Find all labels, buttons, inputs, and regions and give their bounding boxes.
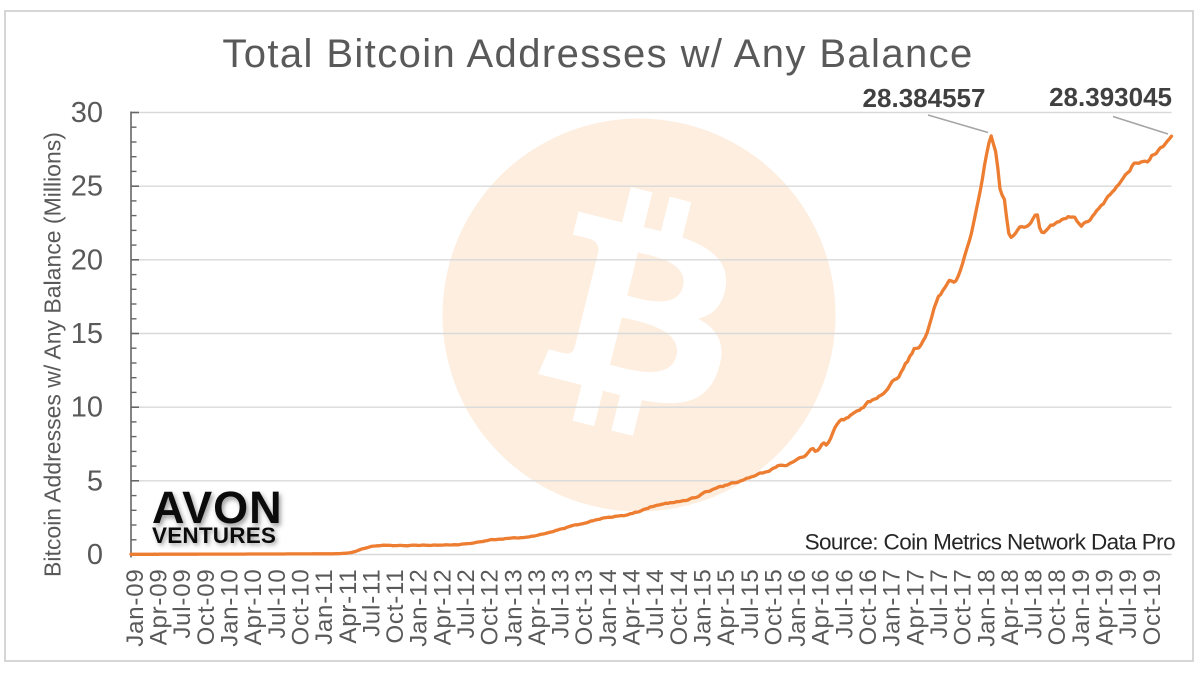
svg-text:Jan-15: Jan-15 [690, 569, 717, 647]
svg-text:Total Bitcoin Addresses w/ Any: Total Bitcoin Addresses w/ Any Balance [222, 32, 973, 76]
svg-text:Apr-18: Apr-18 [997, 569, 1024, 646]
svg-text:Jan-17: Jan-17 [879, 569, 906, 647]
svg-text:10: 10 [71, 392, 103, 424]
svg-text:Jul-17: Jul-17 [926, 569, 953, 639]
svg-text:Apr-17: Apr-17 [902, 569, 929, 646]
svg-text:Jul-10: Jul-10 [264, 569, 291, 639]
svg-text:20: 20 [71, 244, 103, 276]
svg-text:Oct-09: Oct-09 [193, 569, 220, 646]
svg-text:25: 25 [71, 171, 103, 203]
svg-text:0: 0 [87, 539, 103, 571]
svg-text:Oct-14: Oct-14 [666, 569, 693, 646]
svg-text:Apr-12: Apr-12 [429, 569, 456, 646]
svg-text:Jan-14: Jan-14 [595, 569, 622, 647]
svg-text:Jan-13: Jan-13 [500, 569, 527, 647]
svg-text:Jul-16: Jul-16 [831, 569, 858, 639]
svg-text:Jul-14: Jul-14 [642, 569, 669, 639]
svg-text:Apr-16: Apr-16 [808, 569, 835, 646]
svg-text:Jul-19: Jul-19 [1115, 569, 1142, 639]
svg-text:Apr-14: Apr-14 [619, 569, 646, 646]
svg-text:Oct-10: Oct-10 [288, 569, 315, 646]
svg-text:Oct-16: Oct-16 [855, 569, 882, 646]
svg-text:28.393045: 28.393045 [1049, 82, 1172, 112]
svg-text:Jan-11: Jan-11 [311, 569, 338, 645]
svg-text:Jan-09: Jan-09 [122, 569, 149, 647]
svg-text:Apr-10: Apr-10 [240, 569, 267, 646]
svg-text:Source: Coin Metrics Network D: Source: Coin Metrics Network Data Pro [805, 530, 1176, 555]
svg-text:5: 5 [87, 465, 103, 497]
svg-text:Apr-15: Apr-15 [713, 569, 740, 646]
svg-text:Oct-11: Oct-11 [382, 569, 409, 644]
svg-text:Jul-18: Jul-18 [1021, 569, 1048, 639]
svg-text:Jul-13: Jul-13 [548, 569, 575, 639]
svg-text:Bitcoin Addresses w/ Any Balan: Bitcoin Addresses w/ Any Balance (Millio… [40, 132, 66, 577]
svg-text:Oct-13: Oct-13 [571, 569, 598, 646]
svg-text:Jan-18: Jan-18 [973, 569, 1000, 647]
svg-text:Jul-15: Jul-15 [737, 569, 764, 639]
svg-text:Apr-11: Apr-11 [335, 569, 362, 644]
svg-text:Jan-19: Jan-19 [1068, 569, 1095, 647]
svg-text:Apr-19: Apr-19 [1092, 569, 1119, 646]
svg-text:Jan-12: Jan-12 [406, 569, 433, 647]
svg-text:Oct-19: Oct-19 [1139, 569, 1166, 646]
svg-text:30: 30 [71, 97, 103, 129]
svg-text:Oct-18: Oct-18 [1044, 569, 1071, 646]
svg-text:Oct-12: Oct-12 [477, 569, 504, 646]
svg-text:Apr-09: Apr-09 [146, 569, 173, 646]
svg-text:28.384557: 28.384557 [863, 83, 986, 113]
svg-text:Jul-09: Jul-09 [169, 569, 196, 639]
svg-text:Jan-10: Jan-10 [217, 569, 244, 647]
svg-text:Jul-11: Jul-11 [358, 569, 385, 637]
svg-text:Oct-17: Oct-17 [950, 569, 977, 646]
svg-text:Jan-16: Jan-16 [784, 569, 811, 647]
svg-text:Apr-13: Apr-13 [524, 569, 551, 646]
svg-text:Jul-12: Jul-12 [453, 569, 480, 639]
svg-text:Oct-15: Oct-15 [760, 569, 787, 646]
svg-text:15: 15 [71, 318, 103, 350]
